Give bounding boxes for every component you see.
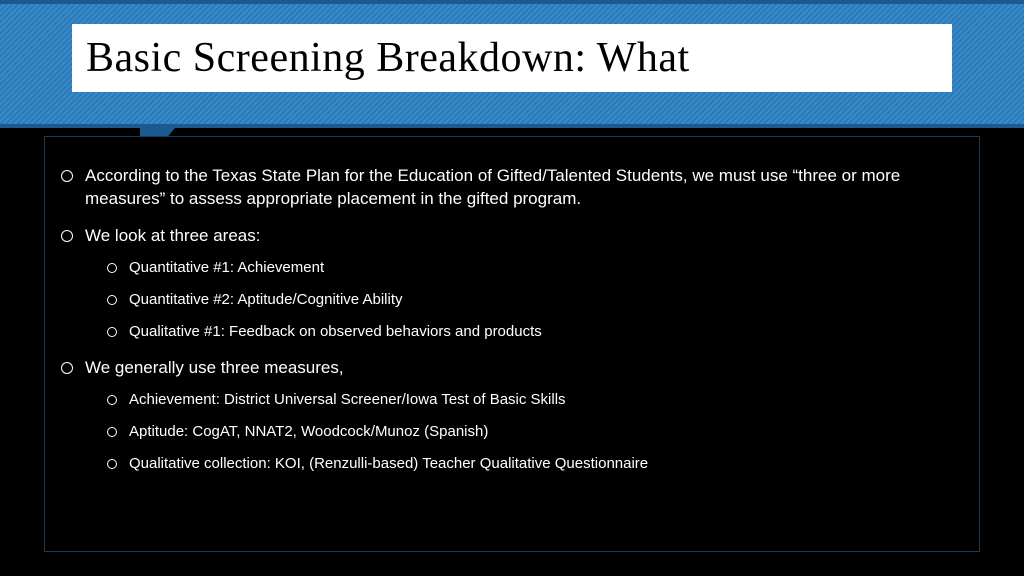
bullet-text: Aptitude: CogAT, NNAT2, Woodcock/Munoz (… [129, 423, 488, 440]
bullet-text: According to the Texas State Plan for th… [85, 166, 900, 208]
list-item: Aptitude: CogAT, NNAT2, Woodcock/Munoz (… [107, 422, 963, 442]
slide: Basic Screening Breakdown: What Accordin… [0, 0, 1024, 576]
bullet-text: Qualitative #1: Feedback on observed beh… [129, 323, 542, 340]
slide-title: Basic Screening Breakdown: What [86, 34, 938, 82]
list-item: According to the Texas State Plan for th… [61, 165, 963, 211]
list-item: Qualitative #1: Feedback on observed beh… [107, 322, 963, 342]
bullet-text: We generally use three measures, [85, 358, 344, 377]
list-item: We generally use three measures, Achieve… [61, 357, 963, 475]
bullet-text: We look at three areas: [85, 226, 260, 245]
list-item: Quantitative #2: Aptitude/Cognitive Abil… [107, 290, 963, 310]
body-area: According to the Texas State Plan for th… [44, 136, 980, 552]
bullet-text: Quantitative #1: Achievement [129, 259, 324, 276]
bullet-list: According to the Texas State Plan for th… [61, 165, 963, 474]
list-item: Achievement: District Universal Screener… [107, 390, 963, 410]
list-item: Qualitative collection: KOI, (Renzulli-b… [107, 454, 963, 474]
list-item: Quantitative #1: Achievement [107, 258, 963, 278]
title-box: Basic Screening Breakdown: What [72, 24, 952, 92]
sub-list: Achievement: District Universal Screener… [85, 390, 963, 475]
list-item: We look at three areas: Quantitative #1:… [61, 225, 963, 343]
sub-list: Quantitative #1: Achievement Quantitativ… [85, 258, 963, 343]
bullet-text: Quantitative #2: Aptitude/Cognitive Abil… [129, 291, 403, 308]
bullet-text: Achievement: District Universal Screener… [129, 391, 566, 408]
bullet-text: Qualitative collection: KOI, (Renzulli-b… [129, 455, 648, 472]
